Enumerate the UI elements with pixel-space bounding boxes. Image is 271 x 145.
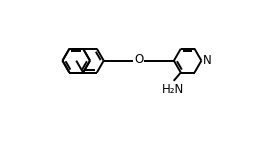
Text: H₂N: H₂N: [162, 83, 184, 96]
Text: N: N: [203, 54, 211, 67]
Text: O: O: [134, 53, 143, 66]
